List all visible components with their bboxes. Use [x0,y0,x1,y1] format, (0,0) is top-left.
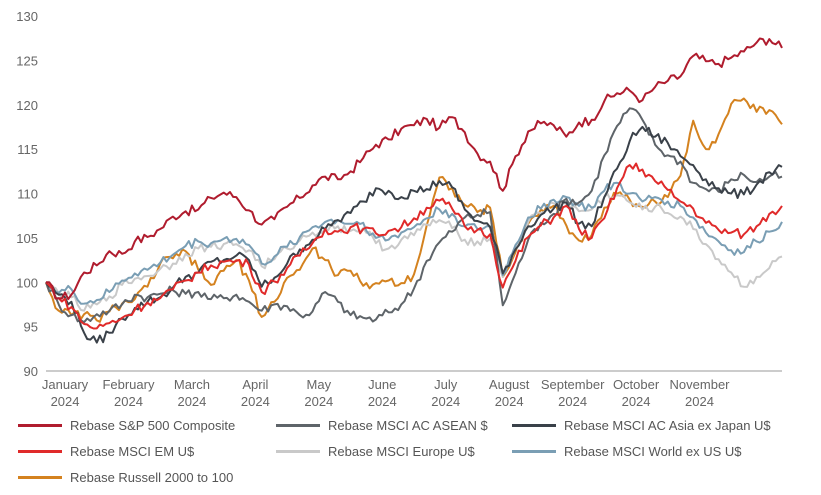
legend-label-asean: Rebase MSCI AC ASEAN $ [328,418,488,433]
legend-swatch-sp500 [18,424,62,427]
x-tick-month: October [613,377,660,392]
series-line-3 [45,162,783,330]
series-line-5 [45,181,783,305]
y-tick-label: 95 [24,320,38,335]
legend-swatch-asia-ex-japan [512,424,556,427]
legend-item-europe: Rebase MSCI Europe U$ [276,444,475,459]
y-tick-label: 110 [17,187,38,202]
x-tick-year: 2024 [685,394,714,409]
x-tick-month: April [242,377,268,392]
y-tick-label: 90 [24,364,38,379]
x-tick-month: September [541,377,605,392]
legend-label-europe: Rebase MSCI Europe U$ [328,444,475,459]
x-tick-year: 2024 [241,394,270,409]
legend-label-em: Rebase MSCI EM U$ [70,444,195,459]
legend-label-sp500: Rebase S&P 500 Composite [70,418,236,433]
series-line-4 [45,192,783,312]
legend-swatch-world-ex-us [512,450,556,453]
x-axis: January 2024 February 2024 March 2024 April 202… [42,370,782,409]
x-tick-year: 2024 [495,394,524,409]
series-lines [45,37,783,344]
legend-swatch-em [18,450,62,453]
x-tick-year: 2024 [622,394,651,409]
legend-swatch-europe [276,450,320,453]
legend-item-em: Rebase MSCI EM U$ [18,444,194,459]
x-tick-year: 2024 [368,394,397,409]
x-tick-month: March [174,377,210,392]
y-tick-label: 100 [16,275,38,290]
x-tick-year: 2024 [558,394,587,409]
y-tick-label: 125 [16,53,38,68]
legend-swatch-russell [18,476,62,479]
legend-label-asia-ex-japan: Rebase MSCI AC Asia ex Japan U$ [564,418,771,433]
y-tick-label: 105 [16,231,38,246]
series-line-0 [45,37,783,301]
x-tick-month: July [434,377,458,392]
x-tick-month: June [368,377,396,392]
series-line-1 [45,107,783,324]
y-axis: 90 95 100 105 110 115 120 125 130 [16,9,38,379]
x-tick-month: May [307,377,332,392]
legend-item-world-ex-us: Rebase MSCI World ex US U$ [512,444,742,459]
y-tick-label: 130 [16,9,38,24]
line-chart: 90 95 100 105 110 115 120 125 130 January 2024 Feb… [16,9,783,409]
x-tick-year: 2024 [114,394,143,409]
x-tick-month: November [670,377,731,392]
legend-label-world-ex-us: Rebase MSCI World ex US U$ [564,444,742,459]
x-tick-year: 2024 [51,394,80,409]
x-tick-year: 2024 [431,394,460,409]
y-tick-label: 115 [17,142,38,157]
y-tick-label: 120 [16,98,38,113]
x-tick-month: August [489,377,530,392]
legend-item-sp500: Rebase S&P 500 Composite [18,418,235,433]
x-tick-year: 2024 [177,394,206,409]
legend-item-russell: Rebase Russell 2000 to 100 [18,470,233,485]
legend-label-russell: Rebase Russell 2000 to 100 [70,470,234,485]
legend-item-asia-ex-japan: Rebase MSCI AC Asia ex Japan U$ [512,418,771,433]
x-tick-year: 2024 [304,394,333,409]
series-line-2 [45,125,783,344]
legend-swatch-asean [276,424,320,427]
x-tick-month: January [42,377,89,392]
x-tick-month: February [102,377,155,392]
legend-item-asean: Rebase MSCI AC ASEAN $ [276,418,488,433]
